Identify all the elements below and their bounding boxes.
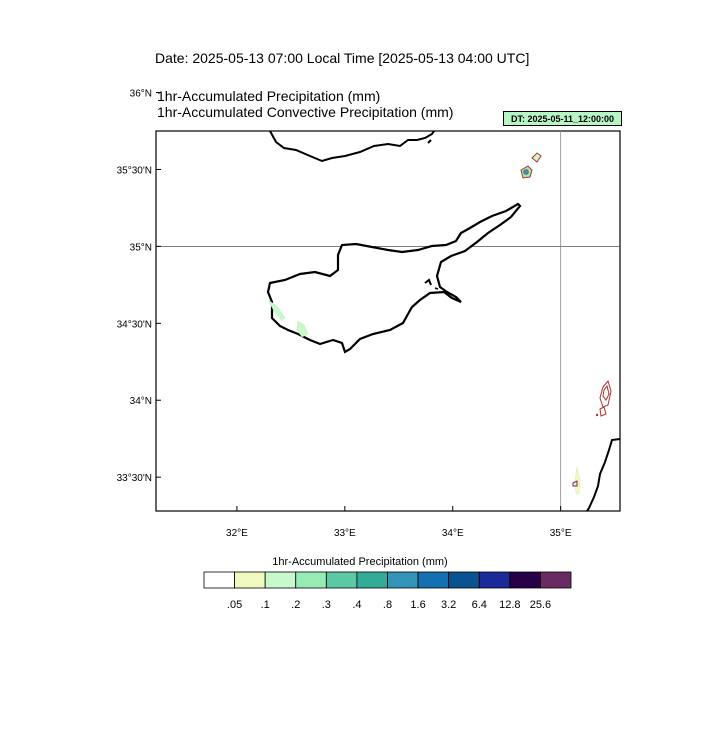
colorbar-label: .05 xyxy=(226,599,243,611)
init-time-badge: DT: 2025-05-11_12:00:00 xyxy=(503,111,622,126)
colorbar-swatch xyxy=(478,571,511,589)
lat-tick-label: 33°30'N xyxy=(117,473,152,484)
colorbar-swatch xyxy=(264,571,297,589)
colorbar-swatch xyxy=(325,571,358,589)
lat-tick-label: 35°30'N xyxy=(117,165,152,176)
reference-lines xyxy=(156,131,620,511)
coastline-levant xyxy=(586,438,621,512)
colorbar-label: .3 xyxy=(321,599,331,611)
colorbar-label: .1 xyxy=(260,599,270,611)
precip-area-northeast-2 xyxy=(531,152,542,163)
precip-area-south-cyprus xyxy=(296,320,309,338)
convective-contour-east-1 xyxy=(599,379,612,408)
map-frame xyxy=(155,130,621,512)
coastline-turkey-islet xyxy=(427,139,432,144)
convective-contour-east-3 xyxy=(599,406,607,417)
colorbar-label: .2 xyxy=(291,599,301,611)
lat-tick-label: 36°N xyxy=(130,89,152,100)
longitude-axis: 32°E 33°E 34°E 35°E xyxy=(226,506,572,539)
coastline-cyprus xyxy=(266,202,522,354)
colorbar-label: 1.6 xyxy=(410,599,426,611)
lat-tick-label: 35°N xyxy=(130,242,152,253)
coastline-cyprus-islet-2 xyxy=(434,287,439,290)
precip-core-northeast xyxy=(523,169,529,175)
lon-tick-label: 32°E xyxy=(226,528,248,539)
colorbar-label: .4 xyxy=(352,599,362,611)
colorbar-label: 25.6 xyxy=(529,599,552,611)
colorbar-swatch xyxy=(387,571,419,589)
colorbar-swatch xyxy=(234,571,266,589)
colorbar-swatch xyxy=(540,571,572,589)
precip-area-west-cyprus xyxy=(267,299,286,322)
coastline-turkey xyxy=(269,130,435,163)
coastline-cyprus-islet xyxy=(424,278,432,286)
lat-tick-label: 34°N xyxy=(130,396,152,407)
convective-contour-east-2 xyxy=(602,384,610,401)
colorbar-label: .8 xyxy=(382,599,393,611)
date-title: Date: 2025-05-13 07:00 Local Time [2025-… xyxy=(155,50,530,66)
convective-dot-east xyxy=(595,413,599,417)
lon-tick-label: 35°E xyxy=(550,528,572,539)
variable-title-precipitation: 1hr-Accumulated Precipitation (mm) xyxy=(157,88,381,104)
colorbar-title: 1hr-Accumulated Precipitation (mm) xyxy=(272,556,448,568)
latitude-axis: 36°N 35°30'N 35°N 34°30'N 34°N 33°30'N xyxy=(117,89,161,484)
colorbar xyxy=(203,571,572,589)
colorbar-label: 6.4 xyxy=(471,599,487,611)
colorbar-swatch xyxy=(448,571,480,589)
colorbar-swatch xyxy=(509,571,541,589)
convective-contour-lebanon xyxy=(572,480,578,487)
lat-tick-label: 34°30'N xyxy=(117,319,152,330)
colorbar-label: 3.2 xyxy=(441,599,457,611)
variable-title-convective: 1hr-Accumulated Convective Precipitation… xyxy=(157,104,454,120)
colorbar-swatch xyxy=(295,571,327,589)
colorbar-swatch xyxy=(356,571,388,589)
lon-tick-label: 34°E xyxy=(442,528,464,539)
colorbar-label: 12.8 xyxy=(499,599,521,611)
colorbar-swatch xyxy=(417,571,450,589)
colorbar-swatch xyxy=(203,571,235,589)
lon-tick-label: 33°E xyxy=(334,528,356,539)
